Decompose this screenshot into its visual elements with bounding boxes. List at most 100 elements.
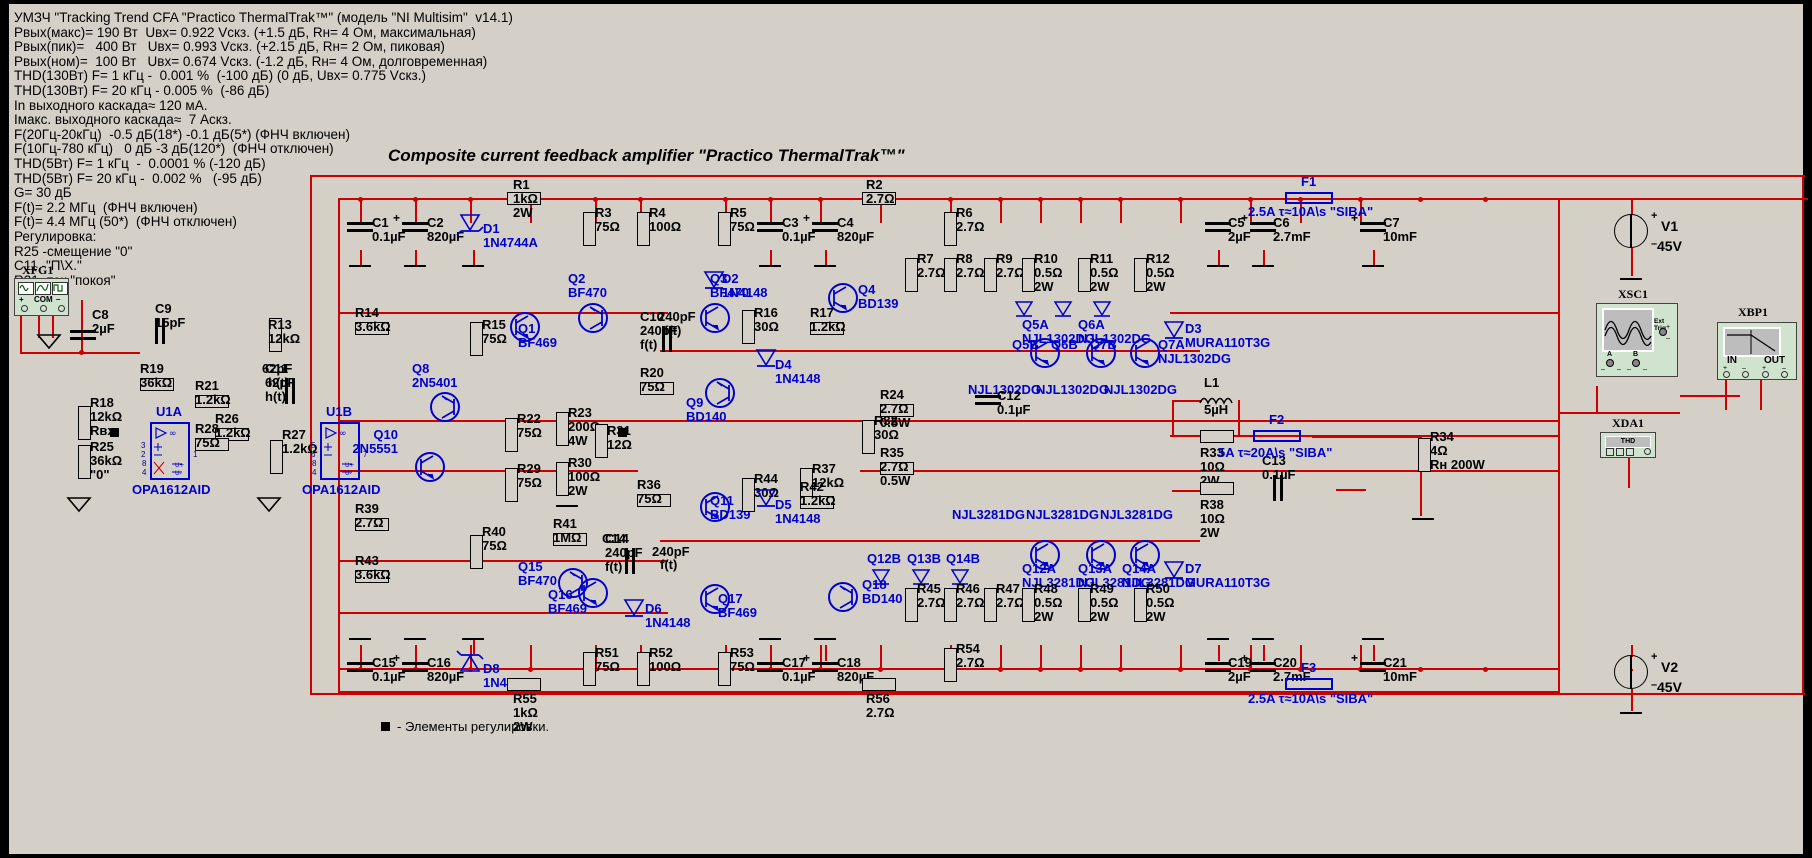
resistor-r20[interactable] (640, 382, 674, 395)
diode-d8[interactable] (456, 650, 485, 680)
resistor-r18[interactable] (78, 406, 91, 440)
resistor-r31[interactable] (595, 424, 608, 458)
transistor-q16[interactable] (578, 578, 608, 608)
resistor-r8[interactable] (944, 258, 957, 292)
resistor-r34[interactable] (1418, 438, 1431, 472)
transistor-q14a[interactable] (1130, 540, 1160, 570)
resistor-r45[interactable] (905, 588, 918, 622)
resistor-r24[interactable] (880, 404, 914, 417)
resistor-r29[interactable] (505, 468, 518, 502)
distortion-analyzer-xda1[interactable]: THD (1600, 432, 1656, 458)
resistor-r41[interactable] (553, 533, 587, 546)
resistor-r50[interactable] (1134, 588, 1147, 622)
resistor-r54[interactable] (944, 648, 957, 682)
transistor-q12a[interactable] (1030, 540, 1060, 570)
resistor-r56[interactable] (862, 678, 896, 691)
resistor-r28[interactable] (195, 438, 229, 451)
transistor-q13a[interactable] (1086, 540, 1116, 570)
resistor-r19[interactable] (140, 378, 174, 391)
resistor-r32[interactable] (862, 420, 875, 454)
label-q14b: Q14B (946, 551, 980, 566)
resistor-r52[interactable] (637, 652, 650, 686)
resistor-r55[interactable] (507, 678, 541, 691)
resistor-r10[interactable] (1022, 258, 1035, 292)
resistor-r30[interactable] (556, 462, 569, 496)
transistor-q11[interactable] (700, 492, 730, 522)
resistor-r47[interactable] (984, 588, 997, 622)
fuse-f2[interactable] (1253, 430, 1301, 442)
resistor-r21[interactable] (195, 395, 229, 408)
resistor-r7[interactable] (905, 258, 918, 292)
resistor-r4[interactable] (637, 212, 650, 246)
diode-symbol-q13b[interactable] (911, 569, 933, 593)
transistor-q5a[interactable] (1030, 338, 1060, 368)
resistor-r46[interactable] (944, 588, 957, 622)
transistor-q8[interactable] (430, 392, 460, 422)
fuse-ref-f3: F3 (1301, 660, 1317, 675)
transistor-q6a[interactable] (1086, 338, 1116, 368)
resistor-r14[interactable] (355, 322, 389, 335)
diode-d1[interactable] (456, 214, 485, 240)
diode-symbol-q7b[interactable] (1092, 301, 1114, 325)
transistor-q18[interactable] (828, 582, 858, 612)
diode-d6[interactable] (623, 599, 649, 625)
resistor-r3[interactable] (583, 212, 596, 246)
resistor-r35[interactable] (880, 462, 914, 475)
resistor-r15[interactable] (470, 322, 483, 356)
diode-d4[interactable] (755, 349, 781, 375)
wire (1000, 645, 1002, 669)
resistor-r5[interactable] (718, 212, 731, 246)
resistor-r16[interactable] (742, 310, 755, 344)
resistor-r26[interactable] (215, 428, 249, 441)
resistor-r22[interactable] (505, 418, 518, 452)
resistor-r38[interactable] (1200, 482, 1234, 495)
transistor-q1[interactable] (510, 312, 540, 342)
resistor-r33[interactable] (1200, 430, 1234, 443)
resistor-r23[interactable] (556, 412, 569, 446)
fuse-f3[interactable] (1285, 678, 1333, 690)
resistor-r6[interactable] (944, 212, 957, 246)
resistor-r49[interactable] (1078, 588, 1091, 622)
inductor-l1[interactable] (1199, 393, 1238, 411)
resistor-r27[interactable] (270, 440, 283, 474)
diode-symbol-q5b[interactable] (1014, 301, 1036, 325)
fuse-f1[interactable] (1285, 192, 1333, 204)
resistor-r11[interactable] (1078, 258, 1091, 292)
resistor-r2[interactable] (862, 192, 896, 205)
resistor-r51[interactable] (583, 652, 596, 686)
resistor-r48[interactable] (1022, 588, 1035, 622)
transistor-q2[interactable] (578, 303, 608, 333)
diode-d2[interactable] (703, 271, 729, 297)
function-generator-xfg1[interactable]: + COM – (14, 278, 69, 316)
resistor-r25[interactable] (78, 445, 91, 479)
resistor-r1[interactable] (507, 192, 541, 205)
transistor-q17[interactable] (700, 584, 730, 614)
resistor-r53[interactable] (718, 652, 731, 686)
oscilloscope-xsc1[interactable]: Ext Trig A B – – – – + – (1596, 303, 1678, 377)
transistor-q7a[interactable] (1130, 338, 1160, 368)
diode-d7[interactable] (1163, 561, 1189, 587)
transistor-q3[interactable] (700, 303, 730, 333)
resistor-r44[interactable] (742, 478, 755, 512)
resistor-r43[interactable] (355, 570, 389, 583)
transistor-q4[interactable] (828, 283, 858, 313)
resistor-r12[interactable] (1134, 258, 1147, 292)
diode-symbol-q6b[interactable] (1053, 301, 1075, 325)
resistor-r42[interactable] (800, 496, 834, 509)
resistor-r17[interactable] (810, 322, 844, 335)
resistor-r13[interactable] (269, 318, 282, 352)
transistor-q10[interactable] (415, 452, 445, 482)
bode-plotter-xbp1[interactable]: IN OUT + – + – (1717, 322, 1797, 380)
svg-text:U+: U+ (175, 462, 184, 469)
resistor-r36[interactable] (637, 494, 671, 507)
resistor-r39[interactable] (355, 518, 389, 531)
diode-symbol-q12b[interactable] (871, 569, 893, 593)
resistor-r9[interactable] (984, 258, 997, 292)
transistor-q9[interactable] (705, 378, 735, 408)
resistor-r40[interactable] (470, 535, 483, 569)
ref: R30 (568, 455, 592, 470)
diode-d5[interactable] (755, 489, 781, 515)
diode-d3[interactable] (1163, 321, 1189, 347)
resistor-label-r49: R49 0.5Ω 2W (1090, 582, 1119, 624)
diode-symbol-q14b[interactable] (950, 569, 972, 593)
